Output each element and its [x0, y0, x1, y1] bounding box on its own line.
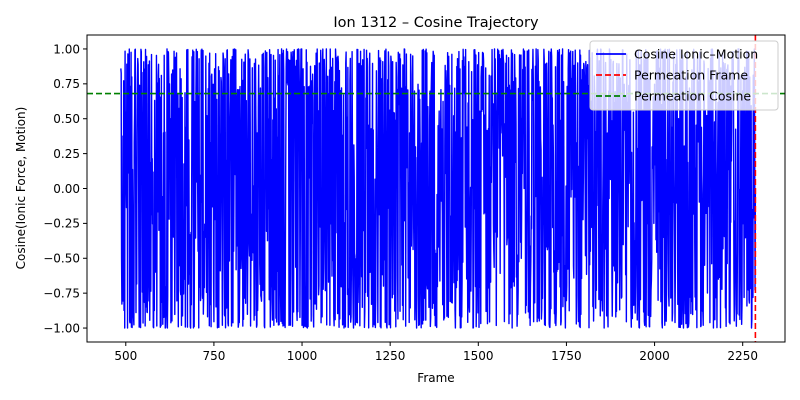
legend-label-permeation-frame: Permeation Frame: [634, 68, 748, 83]
legend-box: [589, 40, 779, 111]
legend-label-permeation-cosine: Permeation Cosine: [634, 89, 751, 104]
chart-title: Ion 1312 – Cosine Trajectory: [333, 15, 539, 31]
y-axis-label: Cosine(Ionic Force, Motion): [14, 107, 28, 270]
y-tick-label: 0.50: [53, 112, 80, 126]
x-axis-label: Frame: [417, 371, 454, 385]
x-tick-label: 1000: [287, 349, 318, 363]
x-tick-label: 1750: [551, 349, 582, 363]
y-tick-label: −1.00: [43, 321, 80, 335]
y-tick-label: −0.75: [43, 286, 80, 300]
y-axis: −1.00 −0.75 −0.50 −0.25 0.00 0.25 0.50 0.75 1.00: [43, 42, 87, 335]
y-tick-label: 0.75: [53, 77, 80, 91]
series-line-cosine: [120, 48, 757, 329]
x-axis: 500 750 1000 1250 1500 1750 2000 2250: [114, 342, 758, 363]
legend-label-cosine: Cosine Ionic–Motion: [634, 47, 758, 62]
y-tick-label: 0.00: [53, 182, 80, 196]
y-tick-label: −0.25: [43, 217, 80, 231]
x-tick-label: 1500: [463, 349, 494, 363]
x-tick-label: 500: [114, 349, 137, 363]
legend: Cosine Ionic–Motion Permeation Frame Per…: [589, 40, 779, 111]
x-tick-label: 2000: [639, 349, 670, 363]
x-tick-label: 750: [202, 349, 225, 363]
series-layer: [120, 48, 757, 329]
x-tick-label: 1250: [375, 349, 406, 363]
y-tick-label: −0.50: [43, 252, 80, 266]
y-tick-label: 0.25: [53, 147, 80, 161]
y-tick-label: 1.00: [53, 42, 80, 56]
x-tick-label: 2250: [727, 349, 758, 363]
